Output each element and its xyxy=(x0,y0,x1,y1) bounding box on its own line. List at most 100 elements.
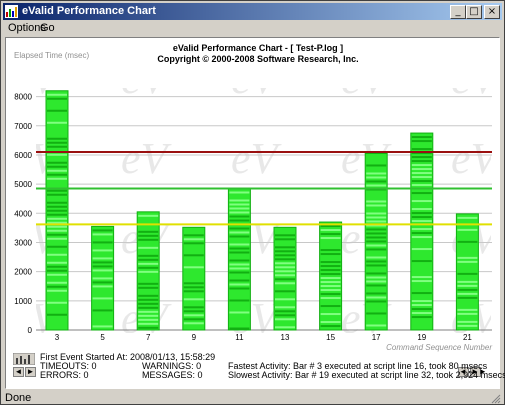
bar-segment xyxy=(411,172,432,175)
chart-app-icon xyxy=(5,5,18,18)
fastest-activity: Fastest Activity: Bar # 3 executed at sc… xyxy=(228,361,488,371)
bar-segment xyxy=(411,252,432,255)
bar-segment xyxy=(229,199,250,202)
bar-segment xyxy=(366,228,387,231)
bar-segment xyxy=(366,304,387,307)
resize-grip-icon[interactable] xyxy=(490,393,501,404)
bar-segment xyxy=(411,216,432,219)
bar-rect[interactable] xyxy=(455,213,479,331)
bar-segment xyxy=(229,211,250,214)
slowest-activity: Slowest Activity: Bar # 19 executed at s… xyxy=(228,370,505,380)
bar-segment xyxy=(457,300,478,303)
close-button[interactable]: × xyxy=(484,5,500,19)
chart-title: eValid Performance Chart - [ Test-P.log … xyxy=(173,43,343,53)
bar-segment xyxy=(320,265,341,268)
bar-segment xyxy=(229,243,250,246)
bar-segment xyxy=(457,276,478,279)
bar-segment xyxy=(183,282,204,285)
bar-segment xyxy=(92,281,113,284)
menu-options[interactable]: Options xyxy=(8,22,46,34)
bar-segment xyxy=(92,301,113,304)
bar-segment xyxy=(47,105,67,108)
bar-segment xyxy=(457,220,478,223)
bar-segment xyxy=(457,240,478,243)
y-tick-label: 7000 xyxy=(14,122,32,131)
bar-segment xyxy=(366,296,387,299)
bar-segment xyxy=(47,265,67,268)
bar-segment xyxy=(47,149,67,152)
bar-segment xyxy=(411,236,432,239)
bar-7[interactable] xyxy=(136,211,160,331)
window-title: eValid Performance Chart xyxy=(22,5,156,17)
bar-segment xyxy=(457,316,478,319)
bar-segment xyxy=(183,302,204,305)
bar-segment xyxy=(366,168,387,171)
bar-segment xyxy=(183,262,204,265)
title-bar[interactable]: eValid Performance Chart _ □ × xyxy=(3,3,502,20)
bar-segment xyxy=(411,304,432,307)
maximize-button[interactable]: □ xyxy=(466,5,482,19)
y-tick-label: 6000 xyxy=(14,151,32,160)
nav-left-button[interactable]: ◄ xyxy=(13,367,24,377)
bar-segment xyxy=(457,284,478,287)
bar-segment xyxy=(411,140,432,143)
bar-segment xyxy=(138,214,159,217)
bar-9[interactable] xyxy=(182,226,206,331)
bar-segment xyxy=(275,270,295,273)
bar-3[interactable] xyxy=(45,90,69,331)
bar-segment xyxy=(411,276,432,279)
minimize-button[interactable]: _ xyxy=(450,5,466,19)
bar-segment xyxy=(229,251,250,254)
bar-11[interactable] xyxy=(227,187,251,331)
bar-segment xyxy=(47,109,67,112)
bar-segment xyxy=(47,161,67,164)
bar-segment xyxy=(457,292,478,295)
bar-segment xyxy=(366,196,387,199)
bar-19[interactable] xyxy=(410,132,434,331)
x-tick-label: 21 xyxy=(463,333,472,342)
bar-segment xyxy=(275,298,295,301)
bar-segment xyxy=(138,322,159,325)
bar-segment xyxy=(47,145,67,148)
bar-segment xyxy=(275,326,295,329)
bar-segment xyxy=(275,266,295,269)
bar-segment xyxy=(411,196,432,199)
nav-right-button[interactable]: ► xyxy=(25,367,36,377)
bar-segment xyxy=(183,230,204,233)
bar-13[interactable] xyxy=(273,226,297,331)
nav-last-button[interactable]: ►► xyxy=(470,367,487,377)
bar-segment xyxy=(92,269,113,272)
bar-segment xyxy=(92,261,113,264)
chart-mini-icon[interactable] xyxy=(13,353,35,365)
bar-segment xyxy=(457,308,478,311)
nav-first-button[interactable]: ◄◄ xyxy=(458,367,475,377)
bar-segment xyxy=(92,297,113,300)
bar-segment xyxy=(47,165,67,168)
bar-21[interactable] xyxy=(455,213,479,331)
bar-segment xyxy=(411,264,432,267)
bar-segment xyxy=(47,237,67,240)
bar-segment xyxy=(366,224,387,227)
bar-5[interactable] xyxy=(91,225,115,331)
bar-segment xyxy=(229,267,250,270)
bar-segment xyxy=(411,204,432,207)
bar-segment xyxy=(411,164,432,167)
x-tick-label: 7 xyxy=(146,333,151,342)
bar-segment xyxy=(275,230,295,233)
bar-segment xyxy=(275,246,295,249)
bar-segment xyxy=(183,278,204,281)
bar-segment xyxy=(411,320,432,323)
bar-segment xyxy=(457,288,478,291)
bar-segment xyxy=(229,307,250,310)
bar-segment xyxy=(229,259,250,262)
bar-segment xyxy=(92,253,113,256)
bar-segment xyxy=(320,309,341,312)
bar-segment xyxy=(47,313,67,316)
bar-15[interactable] xyxy=(319,221,343,331)
x-tick-label: 9 xyxy=(192,333,197,342)
bar-segment xyxy=(138,270,159,273)
y-tick-label: 5000 xyxy=(14,180,32,189)
bar-segment xyxy=(366,176,387,179)
bar-17[interactable] xyxy=(364,152,388,331)
menu-go[interactable]: Go xyxy=(40,22,55,34)
